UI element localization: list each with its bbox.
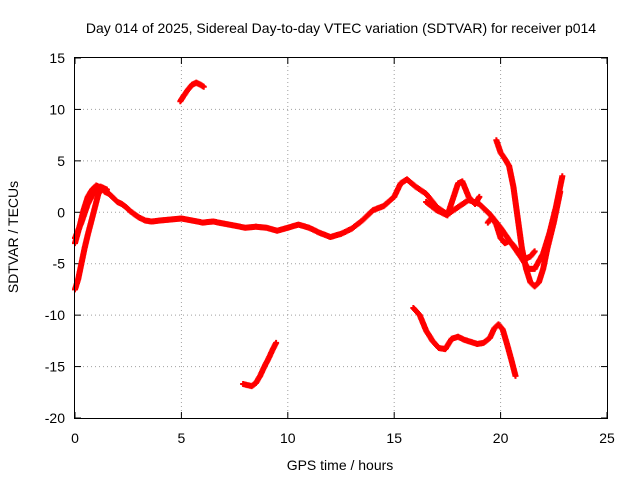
y-tick-label: 15 xyxy=(49,50,65,66)
data-point xyxy=(559,173,566,180)
data-point xyxy=(557,188,564,195)
data-point xyxy=(531,248,538,255)
x-axis-label: GPS time / hours xyxy=(287,457,394,473)
y-tick-label: 0 xyxy=(57,204,65,220)
data-point xyxy=(273,339,280,346)
x-tick-label: 10 xyxy=(280,430,296,446)
y-tick-label: -15 xyxy=(45,359,65,375)
y-tick-label: 5 xyxy=(57,153,65,169)
chart-title: Day 014 of 2025, Sidereal Day-to-day VTE… xyxy=(86,20,596,36)
series-trace-main xyxy=(72,173,566,272)
data-point xyxy=(200,83,207,90)
data-marks xyxy=(72,79,566,390)
series-trace-segment-5h xyxy=(177,79,207,105)
x-tick-label: 0 xyxy=(71,430,79,446)
series-trace-main-upper xyxy=(72,183,110,241)
data-point xyxy=(476,193,483,200)
x-tick-label: 15 xyxy=(386,430,402,446)
plot-frame xyxy=(74,57,608,419)
y-tick-label: 10 xyxy=(49,101,65,117)
y-tick-label: -10 xyxy=(45,307,65,323)
x-tick-label: 20 xyxy=(493,430,509,446)
y-tick-label: -5 xyxy=(53,256,66,272)
y-axis-label: SDTVAR / TECUs xyxy=(5,181,21,293)
series-trace-dip-branch xyxy=(484,214,538,262)
series-trace-main-lower xyxy=(72,185,105,293)
grid xyxy=(75,58,607,418)
data-point xyxy=(103,186,110,193)
series-trace-mid-branch xyxy=(423,178,483,219)
axis-ticks: 0 5 10 15 20 25 -20 -15 -10 -5 0 5 10 15 xyxy=(45,50,615,446)
series-trace-dip xyxy=(493,137,564,290)
x-tick-label: 25 xyxy=(599,430,615,446)
x-tick-label: 5 xyxy=(178,430,186,446)
series-trace-segment-16h xyxy=(410,304,519,379)
series-trace-segment-8h xyxy=(240,339,280,390)
y-tick-label: -20 xyxy=(45,410,65,426)
data-point xyxy=(512,372,519,379)
